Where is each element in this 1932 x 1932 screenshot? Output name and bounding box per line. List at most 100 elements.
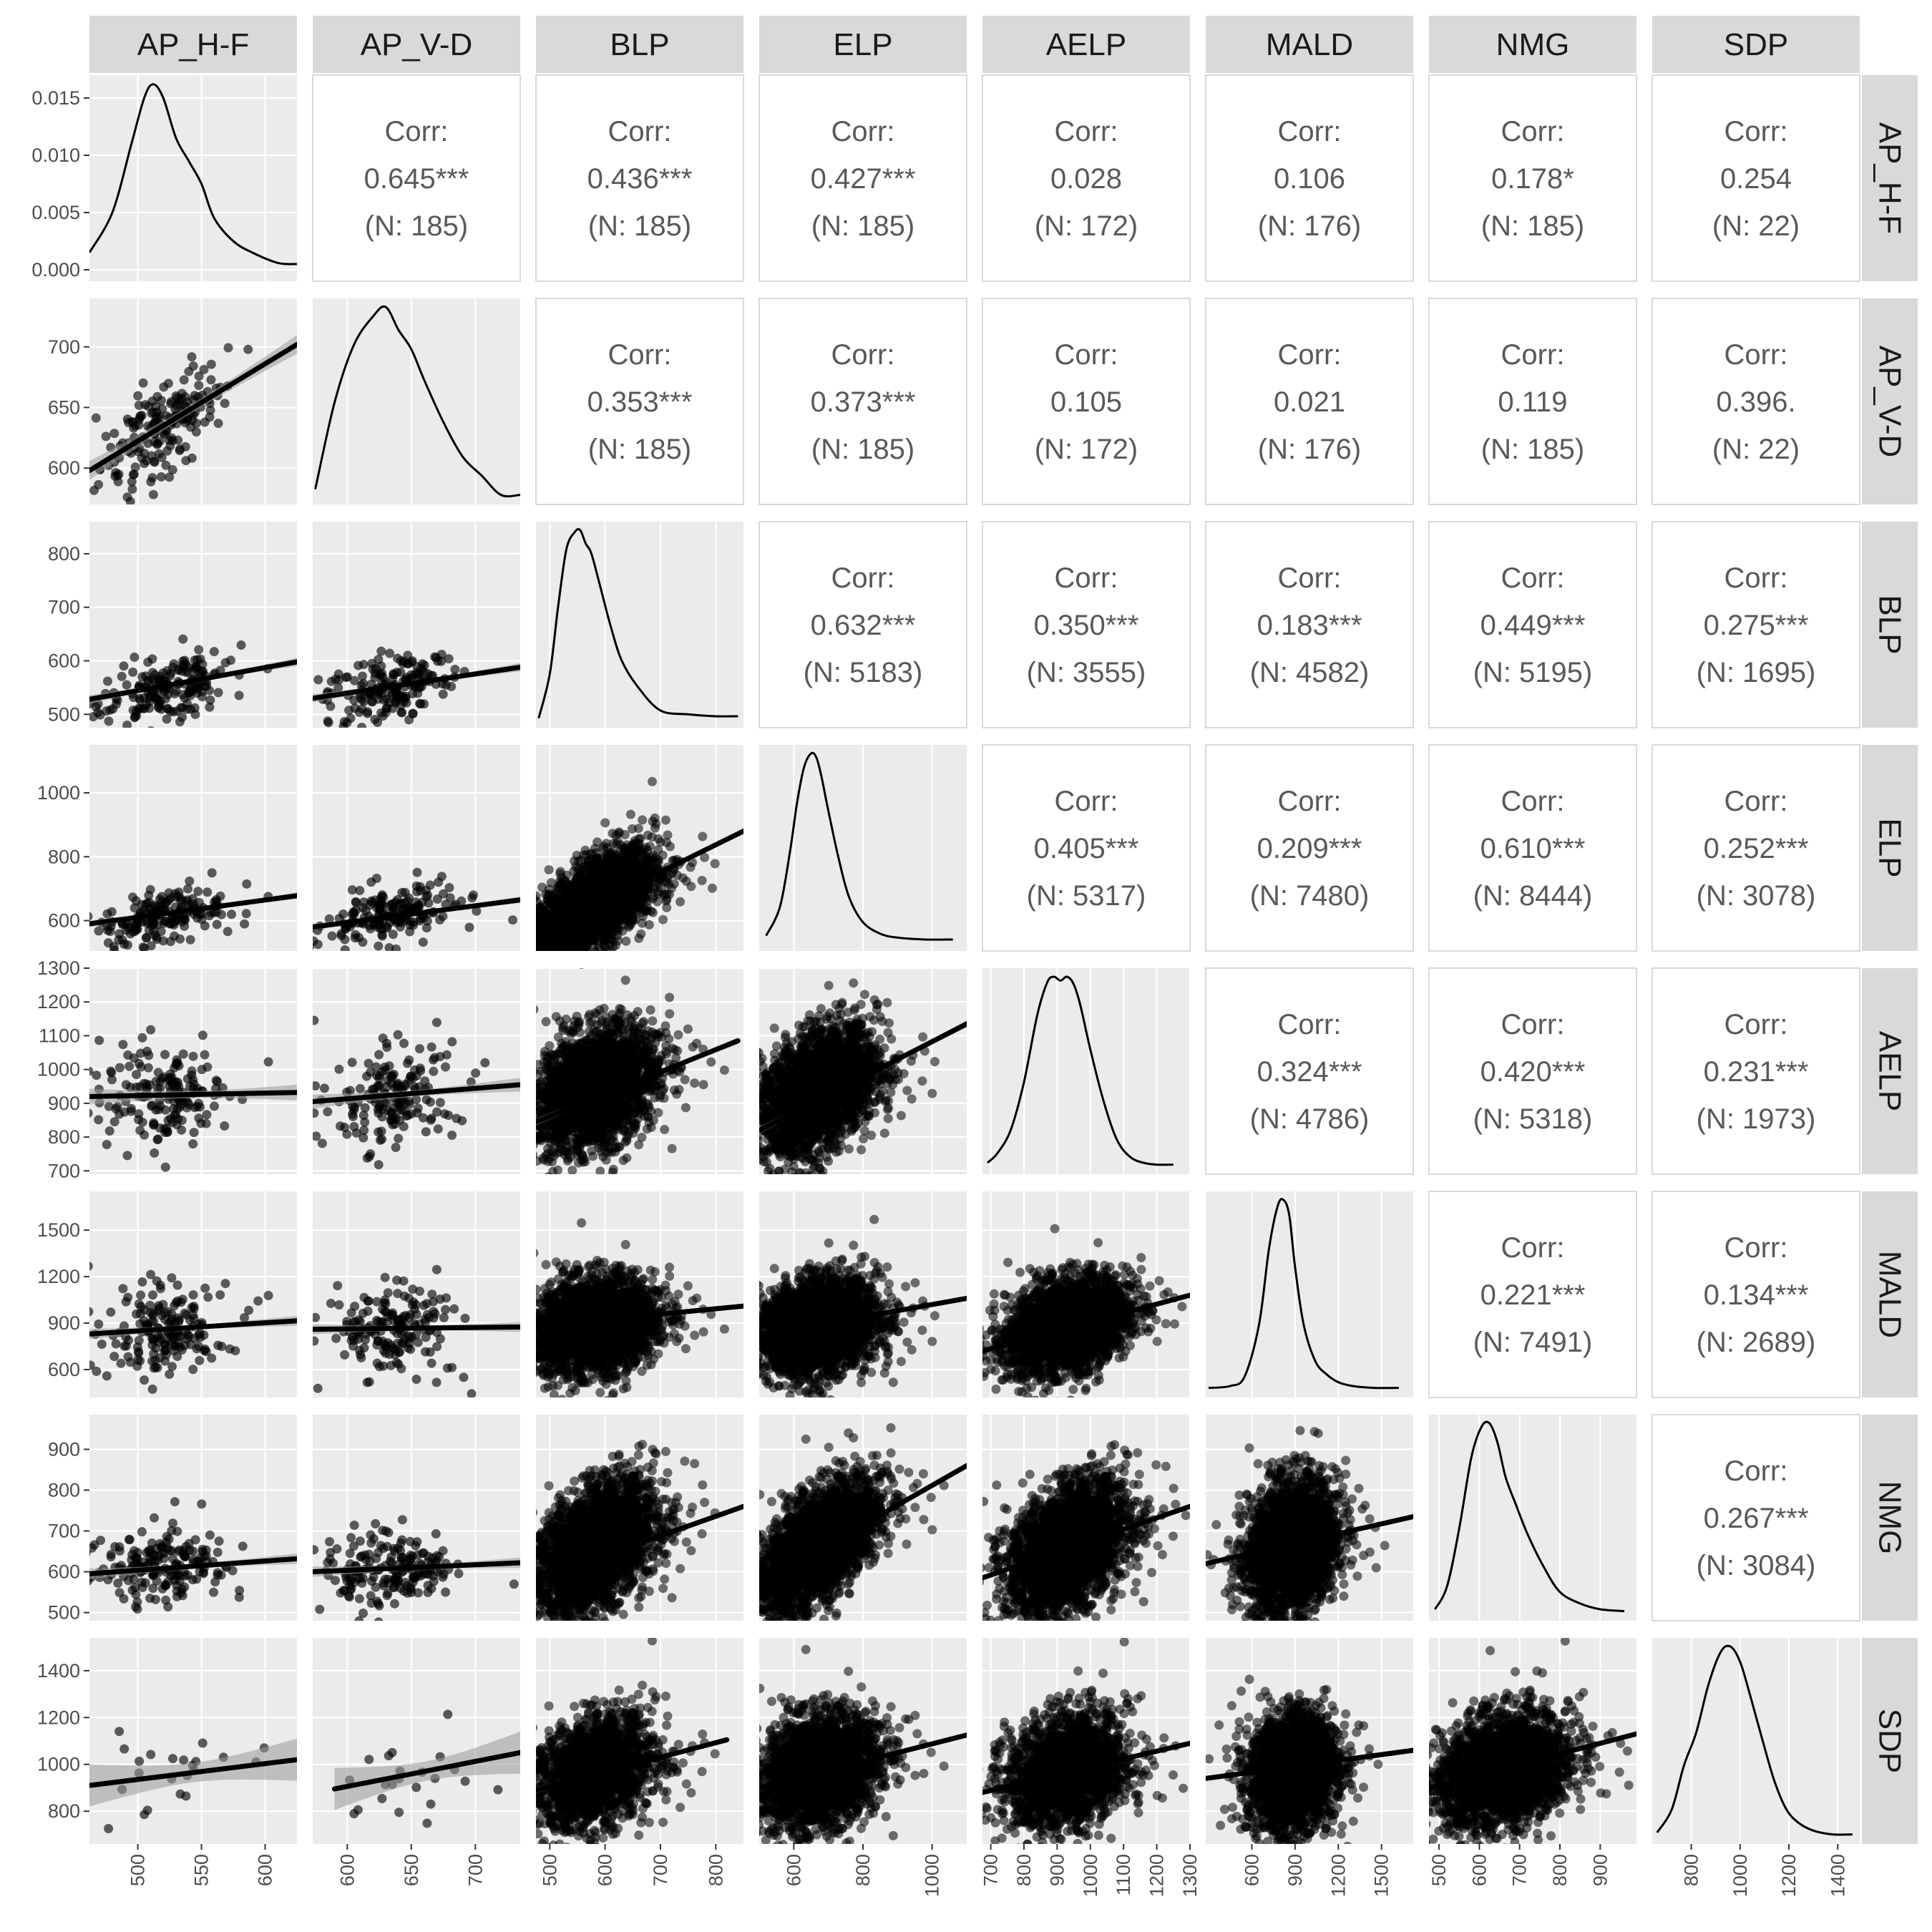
scatter-points (524, 968, 729, 1193)
scatter-point (591, 951, 600, 960)
scatter-point (572, 955, 582, 965)
scatter-point (358, 1111, 369, 1121)
scatter-point (545, 952, 555, 961)
scatter-point (241, 909, 251, 919)
scatter-point (628, 849, 638, 858)
scatter-point (206, 908, 216, 918)
corr-n: (N: 22) (1712, 434, 1800, 465)
scatter-point (435, 1052, 445, 1062)
scatter-point (563, 950, 568, 951)
scatter-point (227, 909, 236, 919)
scatter-point (187, 352, 197, 362)
scatter-point (628, 914, 638, 924)
scatter-point (194, 371, 204, 381)
scatter-point (344, 706, 354, 716)
corr-n: (N: 3555) (1027, 657, 1146, 688)
scatter-point (351, 897, 361, 907)
scatter-point (592, 861, 602, 871)
scatter-point (134, 400, 144, 410)
corr-value: 0.028 (1050, 163, 1122, 195)
scatter-point (579, 1184, 588, 1193)
scatter-point (526, 887, 535, 897)
scatter-point (421, 1095, 431, 1105)
strip-label: ELP (833, 27, 892, 62)
scatter-point (360, 1117, 370, 1127)
corr-label: Corr: (1724, 786, 1788, 817)
scatter-point (374, 1082, 384, 1092)
scatter-point (552, 953, 561, 962)
scatter-point (184, 1100, 194, 1110)
scatter-point (167, 1078, 177, 1088)
corr-panel-ap-h-f-sdp: Corr:0.254(N: 22) (1652, 74, 1860, 282)
scatter-point (408, 689, 417, 698)
scatter-point (620, 852, 630, 861)
density-panel-blp-blp (536, 522, 743, 728)
corr-n: (N: 22) (1712, 210, 1800, 242)
scatter-point (653, 1108, 663, 1118)
scatter-point (563, 957, 572, 967)
corr-value: 0.645*** (364, 163, 469, 195)
scatter-point (358, 671, 367, 681)
scatter-point (435, 1098, 445, 1108)
scatter-point (349, 1122, 359, 1131)
scatter-point (629, 839, 639, 849)
scatter-point (148, 489, 158, 499)
strip-right-sdp: SDP (1862, 1638, 1918, 1844)
scatter-point (313, 675, 323, 685)
strip-label: SDP (1724, 27, 1788, 62)
scatter-point (141, 933, 151, 943)
scatter-point (563, 950, 569, 951)
scatter-point (385, 648, 395, 658)
scatter-point (638, 911, 648, 921)
scatter-panel-aelp-ap-v-d (313, 968, 520, 1174)
scatter-point (450, 665, 460, 674)
scatter-point (392, 668, 402, 678)
corr-n: (N: 185) (365, 210, 469, 242)
scatter-point (146, 941, 156, 951)
scatter-point (346, 713, 356, 723)
scatter-point (127, 417, 137, 426)
strip-right-elp: ELP (1862, 745, 1918, 951)
scatter-point (349, 675, 359, 686)
corr-panel-ap-v-d-sdp: Corr:0.396.(N: 22) (1652, 298, 1860, 505)
scatter-point (620, 910, 629, 920)
scatter-point (588, 869, 598, 879)
scatter-point (543, 950, 550, 951)
scatter-point (126, 1103, 136, 1113)
scatter-point (200, 1050, 210, 1060)
scatter-point (565, 959, 574, 968)
corr-panel-ap-h-f-ap-v-d: Corr:0.645***(N: 185) (312, 74, 521, 282)
scatter-point (663, 830, 673, 840)
strip-top-sdp: SDP (1652, 16, 1860, 73)
scatter-point (240, 919, 250, 929)
strip-label: AELP (1046, 27, 1127, 62)
scatter-point (524, 1101, 533, 1111)
scatter-point (586, 955, 595, 965)
scatter-point (553, 947, 563, 951)
scatter-point (623, 876, 633, 886)
corr-value: 0.449*** (1480, 610, 1586, 641)
scatter-point (415, 916, 425, 926)
scatter-point (662, 902, 672, 912)
scatter-point (599, 948, 608, 951)
corr-value: 0.405*** (1034, 833, 1139, 864)
regression-line (313, 1082, 520, 1104)
scatter-point (612, 839, 621, 849)
scatter-point (523, 930, 532, 940)
scatter-point (523, 949, 532, 958)
scatter-point (147, 668, 157, 678)
corr-n: (N: 176) (1258, 210, 1362, 242)
corr-value: 0.119 (1498, 386, 1567, 418)
scatter-point (399, 1121, 409, 1131)
corr-panel-ap-v-d-aelp: Corr:0.105(N: 172) (982, 298, 1191, 505)
scatter-point (519, 932, 528, 941)
corr-label: Corr: (831, 562, 895, 594)
corr-panel-ap-h-f-mald: Corr:0.106(N: 176) (1205, 74, 1414, 282)
scatter-panel-blp-ap-h-f (89, 522, 297, 728)
scatter-point (593, 1181, 602, 1190)
scatter-point (340, 935, 350, 945)
scatter-point (530, 960, 540, 969)
scatter-point (382, 703, 391, 713)
corr-value: 0.373*** (811, 386, 916, 418)
